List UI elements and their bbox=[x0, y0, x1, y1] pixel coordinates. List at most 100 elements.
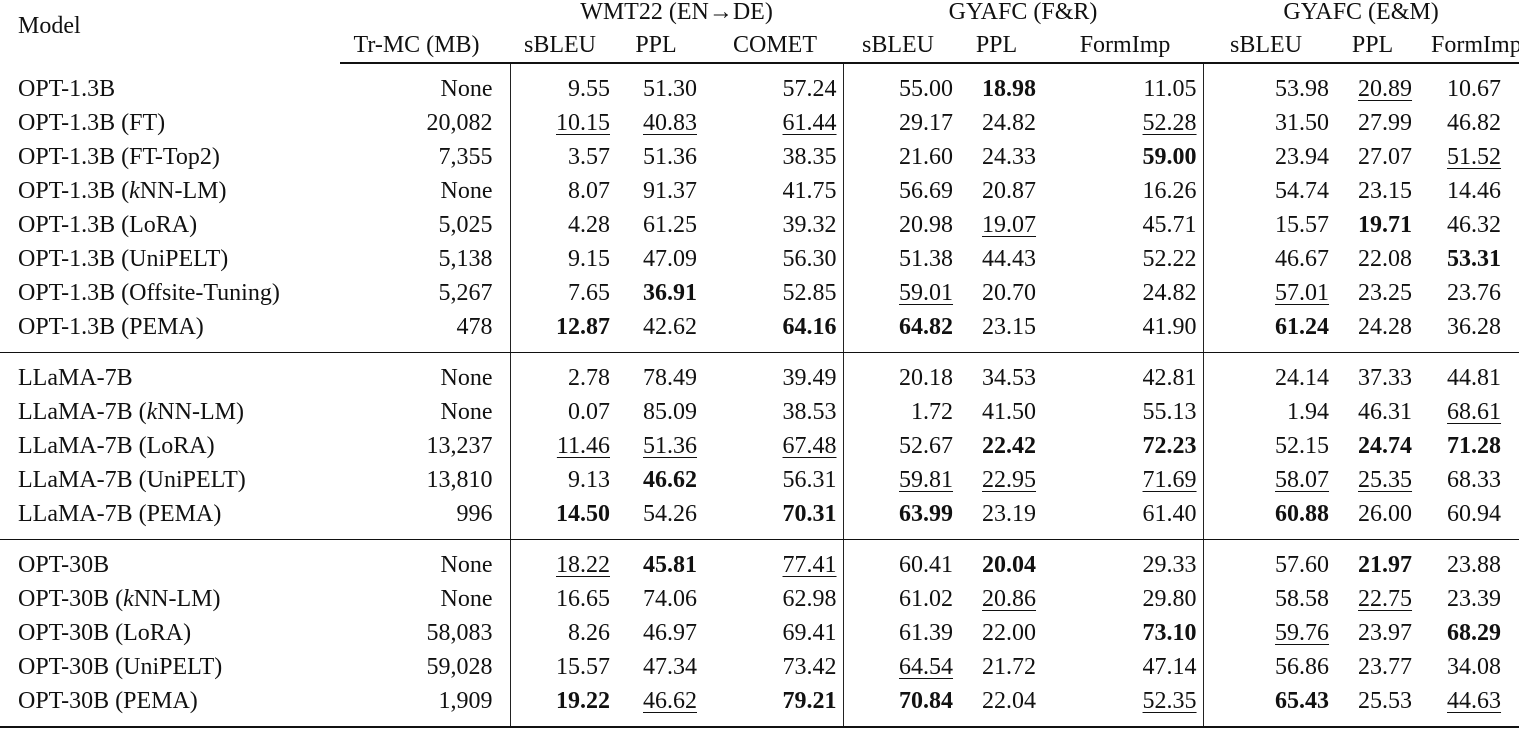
value-cell: 65.43 bbox=[1203, 684, 1333, 718]
cell-value: 58.58 bbox=[1275, 586, 1330, 612]
cell-value: 67.48 bbox=[782, 433, 837, 459]
table-row: OPT-30B (LoRA) 58,083 8.26 46.97 69.41 61.39 2… bbox=[0, 616, 1519, 650]
value-cell: 24.82 bbox=[957, 106, 1053, 140]
cell-value: 1,909 bbox=[438, 688, 493, 714]
cell-value: 10.15 bbox=[556, 110, 610, 136]
spacer-row bbox=[0, 718, 1519, 728]
cell-value: 27.07 bbox=[1358, 144, 1413, 170]
table-row: OPT-30B (kNN-LM) None 16.65 74.06 62.98 61.02… bbox=[0, 582, 1519, 616]
model-name-cell: OPT-30B (PEMA) bbox=[18, 688, 198, 714]
value-cell: 41.90 bbox=[1053, 310, 1204, 344]
value-cell: 42.62 bbox=[615, 310, 713, 344]
model-name-cell: LLaMA-7B (LoRA) bbox=[18, 433, 215, 459]
cell-value: 36.28 bbox=[1447, 314, 1502, 340]
value-cell: 64.16 bbox=[713, 310, 844, 344]
table-row: OPT-30B (UniPELT) 59,028 15.57 47.34 73.42 64… bbox=[0, 650, 1519, 684]
value-cell: 37.33 bbox=[1333, 361, 1431, 395]
cell-value: 64.16 bbox=[782, 314, 837, 340]
value-cell: 12.87 bbox=[510, 310, 615, 344]
cell-value: 52.85 bbox=[782, 280, 837, 306]
cell-value: 38.53 bbox=[782, 399, 837, 425]
header-model: Model bbox=[18, 13, 81, 39]
cell-value: 23.94 bbox=[1275, 144, 1330, 170]
cell-value: 478 bbox=[456, 314, 493, 340]
value-cell: 68.33 bbox=[1431, 463, 1519, 497]
cell-value: 68.61 bbox=[1447, 399, 1502, 425]
cell-value: 5,267 bbox=[438, 280, 493, 306]
value-cell: 23.25 bbox=[1333, 276, 1431, 310]
cell-value: 11.05 bbox=[1143, 76, 1197, 102]
cell-value: 13,810 bbox=[426, 467, 493, 493]
model-name-cell: OPT-1.3B bbox=[18, 76, 116, 102]
value-cell: 46.62 bbox=[615, 463, 713, 497]
cell-value: 24.74 bbox=[1358, 433, 1413, 459]
value-cell: 15.57 bbox=[510, 650, 615, 684]
cell-value: 61.02 bbox=[899, 586, 954, 612]
value-cell: 24.82 bbox=[1053, 276, 1204, 310]
value-cell: 20.86 bbox=[957, 582, 1053, 616]
value-cell: 22.42 bbox=[957, 429, 1053, 463]
value-cell: 45.71 bbox=[1053, 208, 1204, 242]
value-cell: 59.01 bbox=[843, 276, 957, 310]
value-cell: 29.33 bbox=[1053, 548, 1204, 582]
cell-value: 14.46 bbox=[1447, 178, 1502, 204]
cell-value: 55.00 bbox=[899, 76, 954, 102]
value-cell: 21.97 bbox=[1333, 548, 1431, 582]
value-cell: 61.39 bbox=[843, 616, 957, 650]
value-cell: 52.28 bbox=[1053, 106, 1204, 140]
cell-value: 51.38 bbox=[899, 246, 954, 272]
cell-value: 39.49 bbox=[782, 365, 837, 391]
cell-value: 52.15 bbox=[1275, 433, 1330, 459]
value-cell: 77.41 bbox=[713, 548, 844, 582]
cell-value: None bbox=[440, 365, 493, 391]
cell-value: 53.31 bbox=[1447, 246, 1502, 272]
table-body: OPT-1.3B None 9.55 51.30 57.24 55.00 18.98 11.0… bbox=[0, 63, 1519, 728]
value-cell: 9.15 bbox=[510, 242, 615, 276]
value-cell: 52.85 bbox=[713, 276, 844, 310]
cell-value: 47.14 bbox=[1142, 654, 1197, 680]
cell-value: 79.21 bbox=[782, 688, 837, 714]
value-cell: 14.46 bbox=[1431, 174, 1519, 208]
table-row: OPT-30B None 18.22 45.81 77.41 60.41 20.04 29.3… bbox=[0, 548, 1519, 582]
header-col: sBLEU bbox=[843, 28, 958, 64]
value-cell: 19.07 bbox=[957, 208, 1053, 242]
cell-value: 59.76 bbox=[1275, 620, 1330, 646]
header-row-columns: Tr-MC (MB) sBLEU PPL COMET sBLEU PPL For… bbox=[0, 28, 1519, 64]
cell-value: 73.42 bbox=[782, 654, 837, 680]
value-cell: 79.21 bbox=[713, 684, 844, 718]
table-row: OPT-1.3B (Offsite-Tuning) 5,267 7.65 36.91 5… bbox=[0, 276, 1519, 310]
cell-value: 52.67 bbox=[899, 433, 954, 459]
cell-value: None bbox=[440, 178, 493, 204]
model-name-cell: OPT-30B (UniPELT) bbox=[18, 654, 223, 680]
header-col: FormImp bbox=[1053, 28, 1204, 64]
model-name-cell: LLaMA-7B (kNN-LM) bbox=[18, 399, 244, 425]
cell-value: 15.57 bbox=[556, 654, 610, 680]
value-cell: 38.35 bbox=[713, 140, 844, 174]
value-cell: 59.81 bbox=[843, 463, 957, 497]
value-cell: 57.60 bbox=[1203, 548, 1333, 582]
cell-value: 7,355 bbox=[438, 144, 493, 170]
header-group-gyafc-em: GYAFC (E&M) bbox=[1283, 0, 1439, 25]
header-trmc: Tr-MC (MB) bbox=[340, 28, 510, 64]
value-cell: 59.00 bbox=[1053, 140, 1204, 174]
value-cell: 44.63 bbox=[1431, 684, 1519, 718]
model-name-cell: LLaMA-7B bbox=[18, 365, 133, 391]
value-cell: 46.31 bbox=[1333, 395, 1431, 429]
cell-value: 46.62 bbox=[643, 688, 697, 714]
cell-value: 5,138 bbox=[438, 246, 493, 272]
cell-value: 59.01 bbox=[899, 280, 954, 306]
model-name-cell: OPT-1.3B (FT-Top2) bbox=[18, 144, 220, 170]
table-row: OPT-1.3B (LoRA) 5,025 4.28 61.25 39.32 20.98 1… bbox=[0, 208, 1519, 242]
table-row: OPT-1.3B (kNN-LM) None 8.07 91.37 41.75 56.69… bbox=[0, 174, 1519, 208]
value-cell: 24.14 bbox=[1203, 361, 1333, 395]
cell-value: 23.76 bbox=[1447, 280, 1502, 306]
cell-value: 3.57 bbox=[568, 144, 610, 170]
cell-value: 24.82 bbox=[982, 110, 1037, 136]
cell-value: 26.00 bbox=[1358, 501, 1413, 527]
cell-value: 42.62 bbox=[643, 314, 697, 340]
value-cell: 78.49 bbox=[615, 361, 713, 395]
value-cell: 29.80 bbox=[1053, 582, 1204, 616]
cell-value: 56.31 bbox=[782, 467, 837, 493]
value-cell: 47.14 bbox=[1053, 650, 1204, 684]
